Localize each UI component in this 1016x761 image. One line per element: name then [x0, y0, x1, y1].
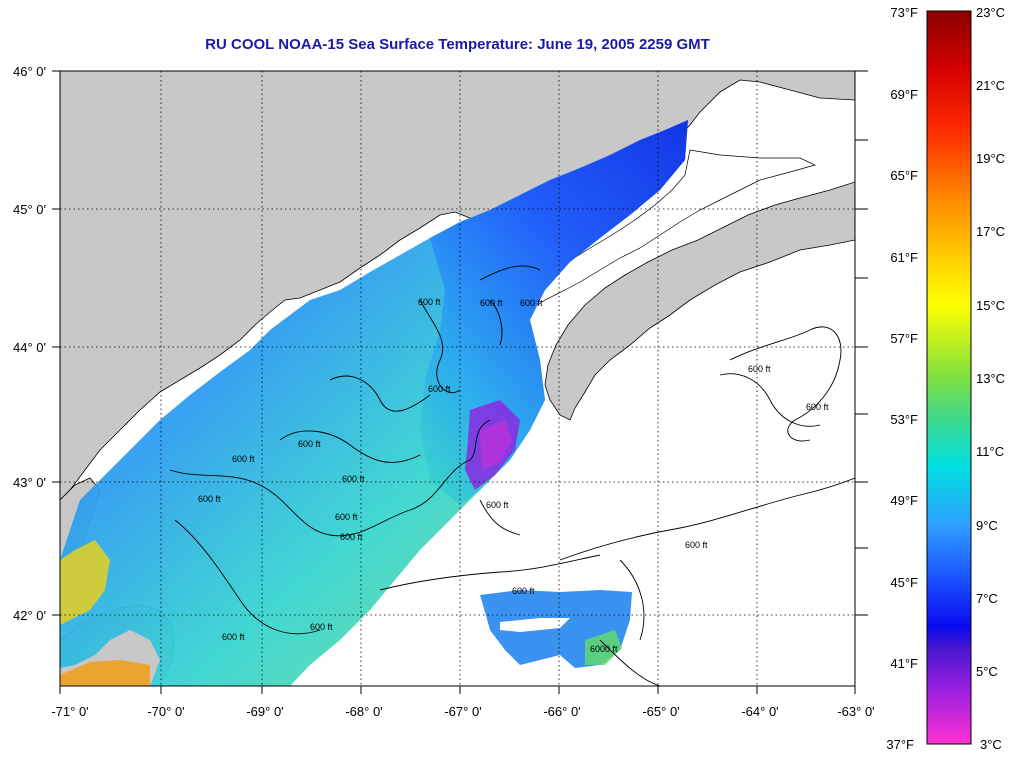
colorbar-celsius-label: 3°C — [980, 737, 1002, 752]
contour-label: 600 ft — [685, 540, 708, 550]
contour-label: 600 ft — [480, 298, 503, 308]
sst-cold-patch-core — [480, 420, 512, 470]
colorbar-fahrenheit-label: 73°F — [890, 5, 918, 20]
sst-georges-warm — [585, 630, 622, 665]
contour-label: 600 ft — [512, 586, 535, 596]
sst-georges-gap — [500, 618, 570, 632]
contour-label: 600 ft — [748, 364, 771, 374]
colorbar — [926, 10, 972, 745]
colorbar-fahrenheit-label: 61°F — [890, 250, 918, 265]
contour-label: 600 ft — [198, 494, 221, 504]
colorbar-celsius-label: 21°C — [976, 78, 1005, 93]
lat-label: 45° 0' — [13, 202, 46, 217]
land-mainland-north — [60, 71, 855, 501]
lon-label: -67° 0' — [444, 704, 481, 719]
colorbar-celsius-label: 15°C — [976, 298, 1005, 313]
contour-label-group: 600 ft 600 ft 600 ft 600 ft 600 ft 600 f… — [198, 297, 829, 654]
bay-of-fundy-water — [517, 149, 817, 316]
map-content: 600 ft 600 ft 600 ft 600 ft 600 ft 600 f… — [60, 71, 855, 686]
bathymetry-contours — [169, 265, 855, 686]
sst-warm-capecod — [60, 660, 150, 686]
contour-label: 600 ft — [486, 500, 509, 510]
colorbar-celsius-label: 5°C — [976, 664, 998, 679]
colorbar-celsius-label: 13°C — [976, 371, 1005, 386]
sst-warm-coast — [60, 540, 110, 625]
map-border — [59, 70, 856, 687]
lat-label: 46° 0' — [13, 64, 46, 79]
colorbar-celsius-label: 23°C — [976, 5, 1005, 20]
lon-label: -68° 0' — [345, 704, 382, 719]
colorbar-fahrenheit-label: 49°F — [890, 493, 918, 508]
graticule — [60, 71, 855, 686]
lon-label: -66° 0' — [543, 704, 580, 719]
lon-label: -63° 0' — [837, 704, 874, 719]
colorbar-fahrenheit-label: 53°F — [890, 412, 918, 427]
colorbar-fahrenheit-label: 57°F — [890, 331, 918, 346]
colorbar-fahrenheit-label: 65°F — [890, 168, 918, 183]
contour-label: 6000 ft — [590, 644, 618, 654]
lat-label: 42° 0' — [13, 608, 46, 623]
colorbar-celsius-label: 11°C — [976, 444, 1004, 459]
colorbar-fahrenheit-label: 41°F — [890, 656, 918, 671]
contour-label: 600 ft — [222, 632, 245, 642]
contour-label: 600 ft — [418, 297, 441, 307]
lon-label: -70° 0' — [147, 704, 184, 719]
land-nova-scotia — [544, 181, 855, 421]
contour-label: 600 ft — [342, 474, 365, 484]
colorbar-celsius-label: 7°C — [976, 591, 998, 606]
colorbar-celsius-label: 9°C — [976, 518, 998, 533]
contour-label: 600 ft — [520, 298, 543, 308]
contour-label: 600 ft — [335, 512, 358, 522]
lon-label: -71° 0' — [51, 704, 88, 719]
map-title: RU COOL NOAA-15 Sea Surface Temperature:… — [205, 36, 710, 53]
contour-label: 600 ft — [298, 439, 321, 449]
contour-label: 600 ft — [428, 384, 451, 394]
colorbar-celsius-label: 17°C — [976, 224, 1005, 239]
contour-label: 600 ft — [806, 402, 829, 412]
colorbar-fahrenheit-label: 45°F — [890, 575, 918, 590]
colorbar-fahrenheit-label: 69°F — [890, 87, 918, 102]
contour-label: 600 ft — [310, 622, 333, 632]
contour-label: 600 ft — [340, 532, 363, 542]
lon-label: -69° 0' — [246, 704, 283, 719]
colorbar-fahrenheit-label: 37°F — [886, 737, 914, 752]
axis-ticks — [52, 70, 868, 694]
lat-label: 44° 0' — [13, 340, 46, 355]
lat-label: 43° 0' — [13, 475, 46, 490]
lon-label: -64° 0' — [741, 704, 778, 719]
lon-label: -65° 0' — [642, 704, 679, 719]
contour-label: 600 ft — [232, 454, 255, 464]
colorbar-celsius-label: 19°C — [976, 151, 1005, 166]
